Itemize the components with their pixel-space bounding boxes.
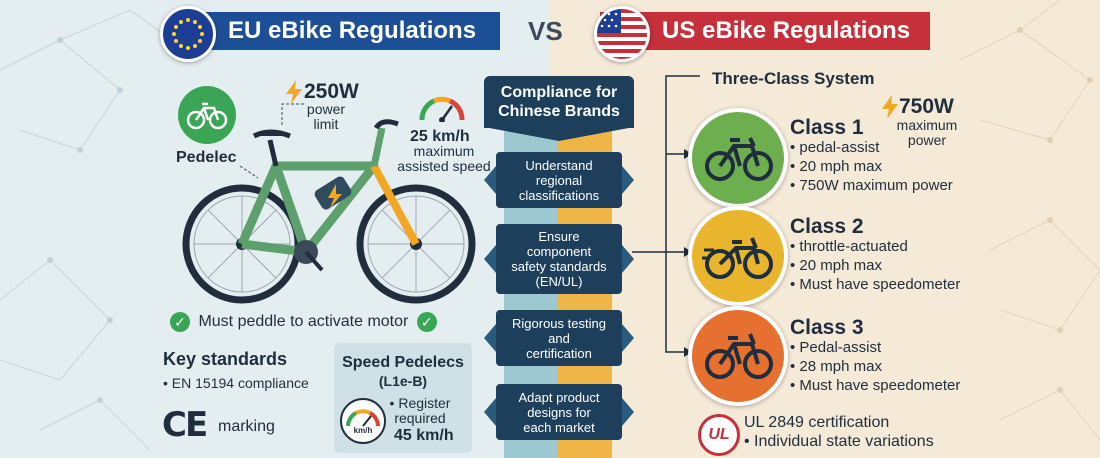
key-standards-title: Key standards [163,349,288,369]
pedelec-label: Pedelec [176,149,237,166]
ul-logo-icon: UL [698,414,740,456]
us-title: US eBike Regulations [662,17,911,44]
speed-pedelec-gauge-icon: km/h [340,398,386,444]
us-title-banner: US eBike Regulations [600,12,930,50]
pedal-note: ✓ Must peddle to activate motor ✓ [170,312,437,332]
eu-speed-label: maximum assisted speed [397,143,491,174]
class-3-list: Pedal-assist 28 mph max Must have speedo… [790,338,960,395]
speed-pedelec-speed: 45 km/h [394,427,454,444]
class-1-list: pedal-assist 20 mph max 750W maximum pow… [790,138,952,195]
eu-speed-value: 25 km/h [410,128,470,145]
eu-title-banner: EU eBike Regulations [170,12,500,50]
eu-flag-icon [160,6,216,62]
step-understand: Understand regional classifications [484,152,634,208]
check-icon: ✓ [170,312,190,332]
eu-power-value: 250W [304,80,359,103]
speed-pedelec-title: Speed Pedelecs (L1e-B) [342,354,464,389]
ce-marking-label: marking [218,418,275,435]
us-flag-icon [594,6,650,62]
class-2-list: throttle-actuated 20 mph max Must have s… [790,237,960,294]
middle-header-point [484,127,634,141]
speed-gauge-icon [418,92,466,127]
step-ensure-standards: Ensure component safety standards (EN/UL… [484,224,634,294]
class-1-bike-icon [688,108,788,208]
class-3-bike-icon [688,306,788,406]
eu-title: EU eBike Regulations [228,17,477,44]
register-required-label: • Register required [389,395,451,426]
class-1-title: Class 1 [790,116,864,139]
ebike-illustration [182,119,476,304]
us-power-value: 750W [899,95,954,118]
us-bolt-icon [882,95,898,124]
class-3-title: Class 3 [790,316,864,339]
middle-header: Compliance for Chinese Brands [484,76,634,128]
check-icon: ✓ [416,312,437,332]
step-adapt: Adapt product designs for each market [484,384,634,440]
key-standards-item: • EN 15194 compliance [163,375,309,391]
ul-certification-list: UL 2849 certification • Individual state… [744,414,934,450]
eu-power-label: power limit [306,101,346,132]
bolt-icon [286,80,302,109]
vs-label: VS [528,16,563,46]
pointer-lines [239,103,304,179]
pedelec-bike-icon [178,86,236,144]
ce-mark-icon: CE [162,405,208,445]
class-2-title: Class 2 [790,215,864,238]
three-class-title: Three-Class System [712,69,875,88]
class-2-bike-icon [688,206,788,306]
step-testing: Rigorous testing and certification [484,310,634,366]
